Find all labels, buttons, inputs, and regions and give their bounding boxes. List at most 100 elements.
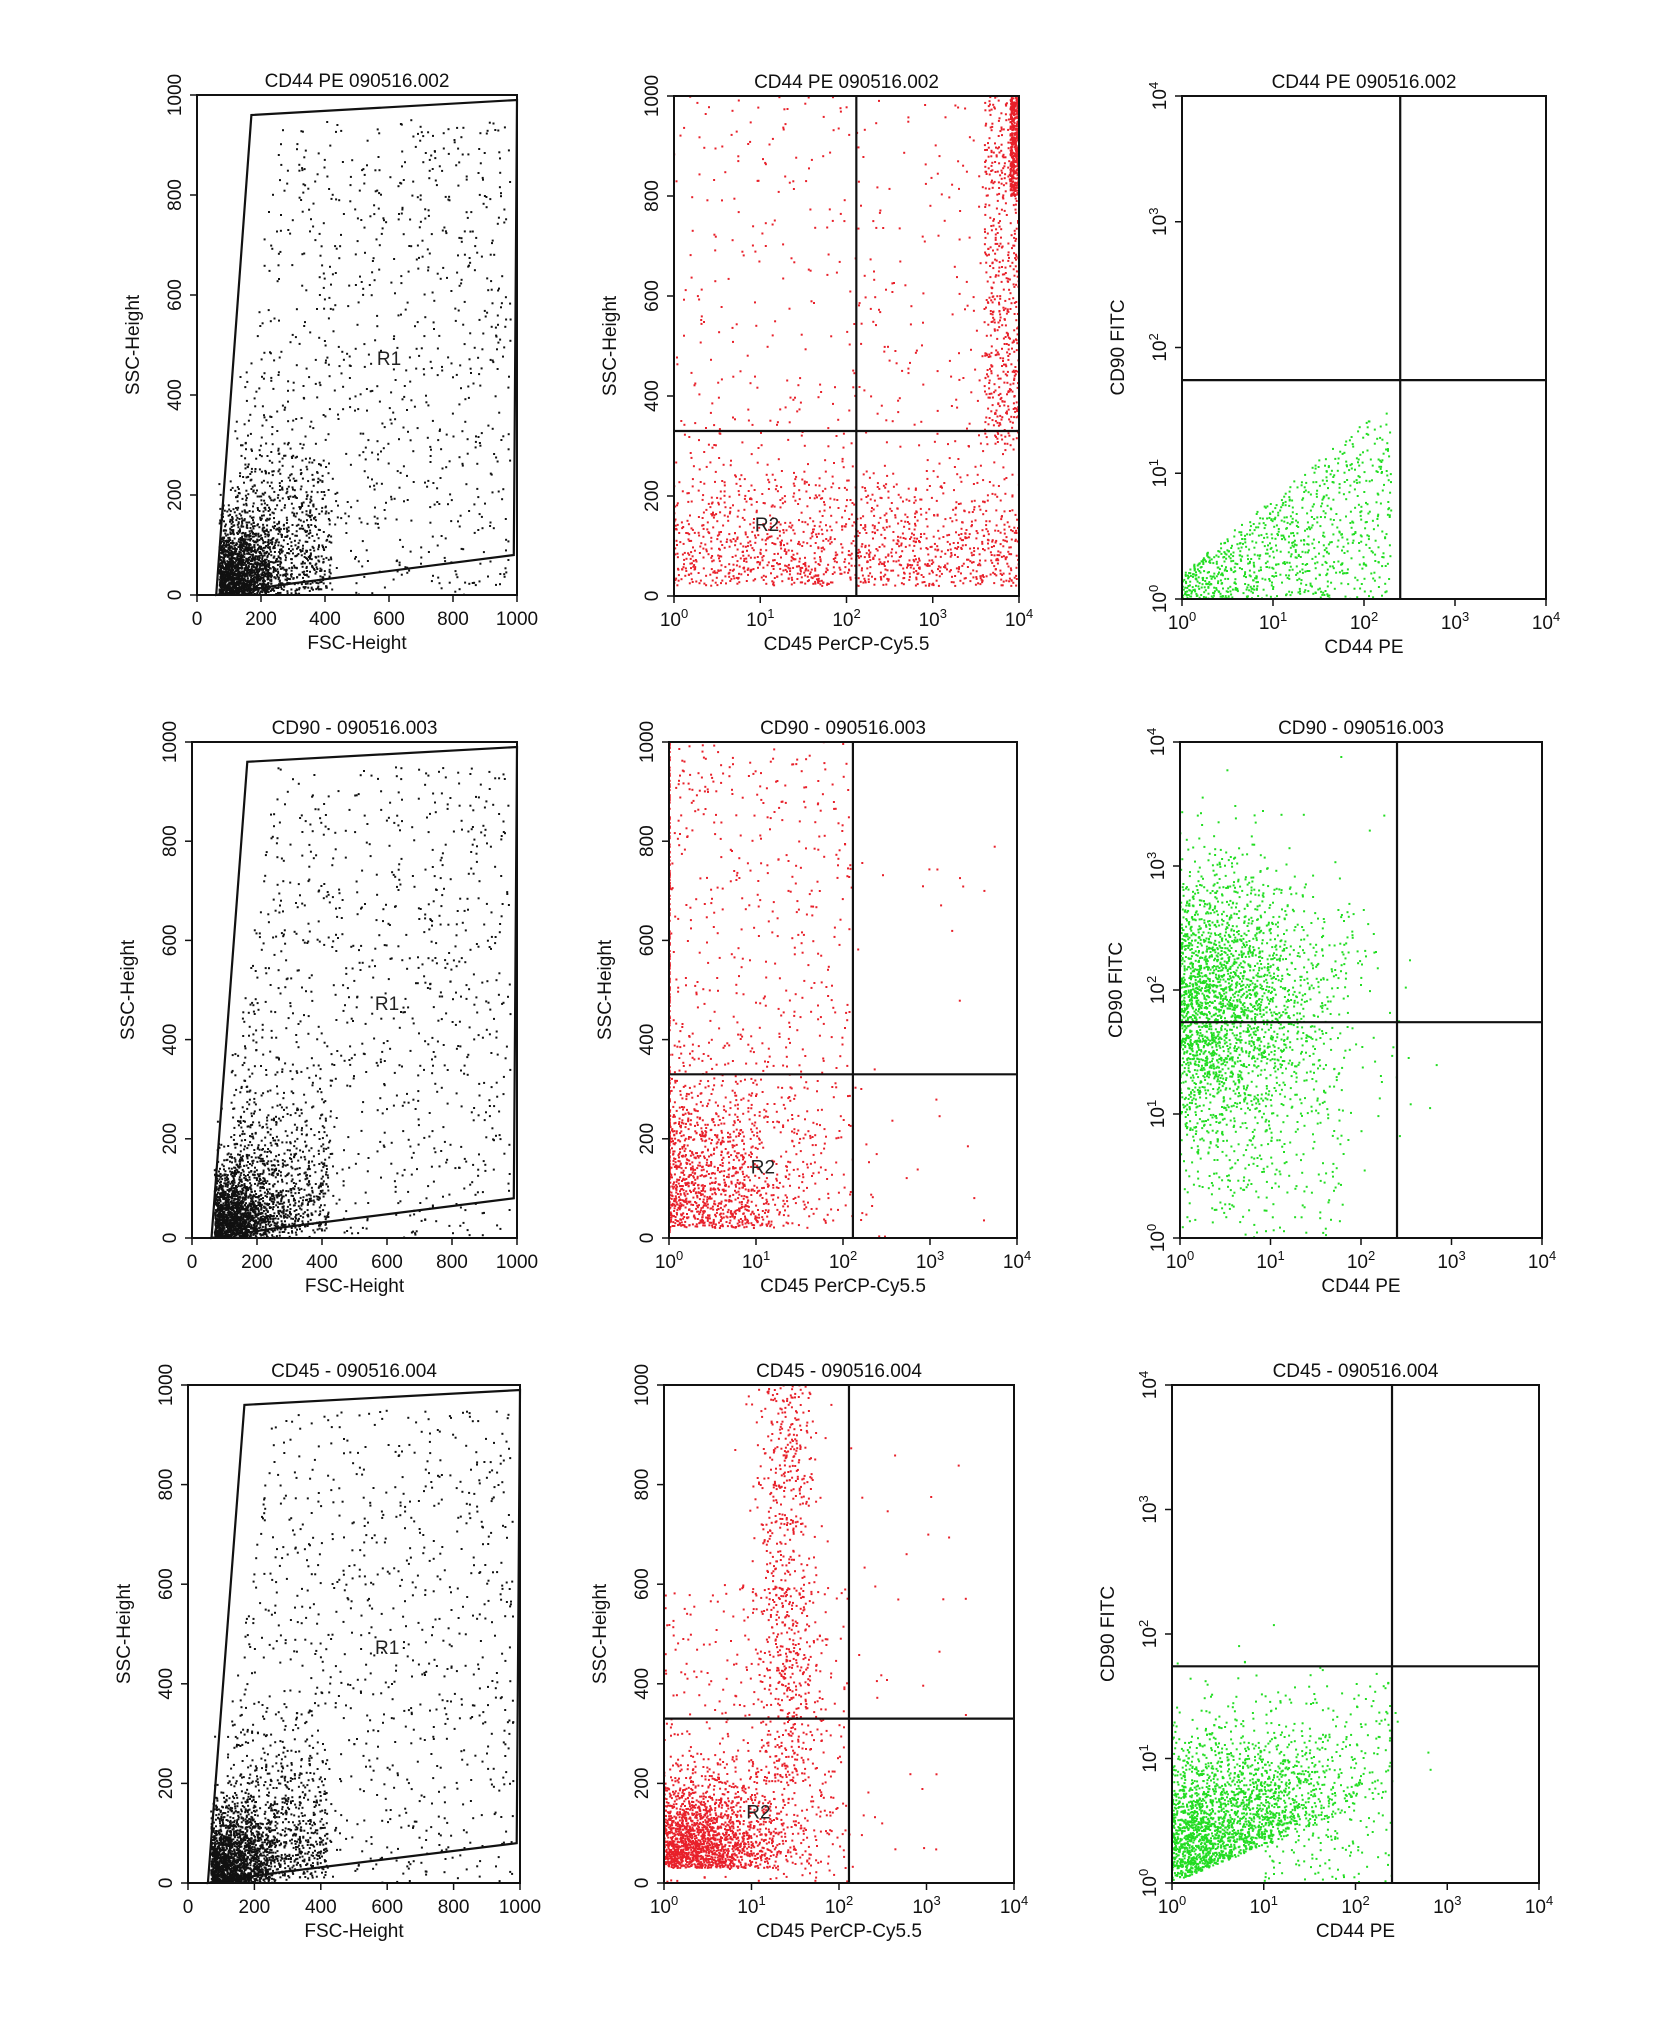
event-point [757, 566, 759, 569]
event-point [248, 561, 250, 564]
event-point [987, 542, 989, 545]
event-point [238, 574, 241, 577]
event-point [309, 582, 312, 585]
event-point [254, 551, 257, 553]
event-point [461, 462, 464, 465]
event-point [412, 135, 415, 138]
event-point [218, 588, 221, 591]
event-point [832, 482, 835, 485]
event-point [972, 561, 975, 564]
event-point [681, 568, 684, 571]
event-point [838, 566, 841, 569]
event-point [262, 523, 265, 526]
event-point [389, 176, 392, 179]
event-point [289, 474, 292, 477]
event-point [249, 413, 252, 416]
event-point [318, 232, 321, 235]
event-point [241, 586, 244, 589]
event-point [320, 569, 323, 572]
event-point [732, 575, 735, 578]
event-point [275, 539, 278, 542]
event-point [294, 336, 297, 339]
event-point [811, 535, 814, 538]
event-point [325, 466, 328, 468]
event-point [274, 508, 277, 511]
event-point [984, 165, 987, 168]
event-point [280, 548, 283, 551]
event-point [292, 577, 295, 580]
event-point [252, 539, 255, 542]
event-point [797, 540, 800, 543]
event-point [272, 547, 275, 550]
event-point [793, 581, 796, 584]
event-point [261, 405, 264, 408]
event-point [503, 221, 506, 224]
event-point [841, 546, 844, 549]
event-point [992, 267, 995, 270]
event-point [814, 569, 817, 572]
event-point [267, 531, 270, 534]
event-point [321, 264, 324, 267]
event-point [975, 530, 978, 532]
event-point [1013, 416, 1016, 419]
event-point [842, 466, 845, 469]
event-point [250, 488, 253, 490]
event-point [305, 513, 308, 516]
event-point [717, 501, 720, 504]
event-point [374, 339, 377, 342]
event-point [271, 470, 274, 473]
event-point [409, 439, 412, 442]
event-point [457, 184, 460, 187]
event-point [988, 187, 991, 190]
event-point [250, 523, 253, 526]
event-point [436, 272, 439, 275]
event-point [252, 576, 255, 579]
event-point [998, 146, 1000, 149]
event-point [229, 589, 232, 592]
event-point [253, 548, 256, 551]
event-point [845, 523, 848, 526]
event-point [770, 505, 773, 508]
event-point [245, 399, 248, 402]
event-point [299, 519, 302, 522]
event-point [316, 587, 319, 590]
event-point [865, 496, 868, 498]
event-point [781, 580, 784, 583]
event-point [242, 538, 245, 541]
event-point [814, 567, 817, 570]
event-point [494, 395, 497, 398]
event-point [1008, 288, 1011, 291]
event-point [322, 459, 325, 462]
event-point [697, 489, 700, 492]
event-point [302, 576, 304, 579]
event-point [237, 558, 239, 561]
event-point [228, 543, 230, 546]
event-point [994, 434, 997, 437]
event-point [363, 343, 366, 346]
event-point [869, 559, 872, 562]
event-point [410, 519, 413, 522]
event-point [262, 587, 265, 590]
event-point [231, 517, 234, 520]
event-point [286, 490, 289, 493]
event-point [743, 508, 746, 511]
event-point [1011, 421, 1014, 424]
event-point [315, 562, 318, 565]
event-point [280, 544, 283, 547]
event-point [286, 579, 288, 582]
event-point [247, 434, 249, 437]
event-point [415, 347, 418, 350]
event-point [844, 525, 847, 528]
event-point [721, 480, 724, 482]
event-point [473, 269, 476, 272]
event-point [809, 544, 812, 547]
event-point [461, 153, 464, 156]
event-point [295, 588, 298, 591]
event-point [338, 365, 341, 368]
event-point [365, 549, 368, 552]
event-point [267, 534, 270, 537]
event-point [879, 561, 882, 564]
event-point [996, 415, 999, 418]
event-point [393, 335, 396, 338]
